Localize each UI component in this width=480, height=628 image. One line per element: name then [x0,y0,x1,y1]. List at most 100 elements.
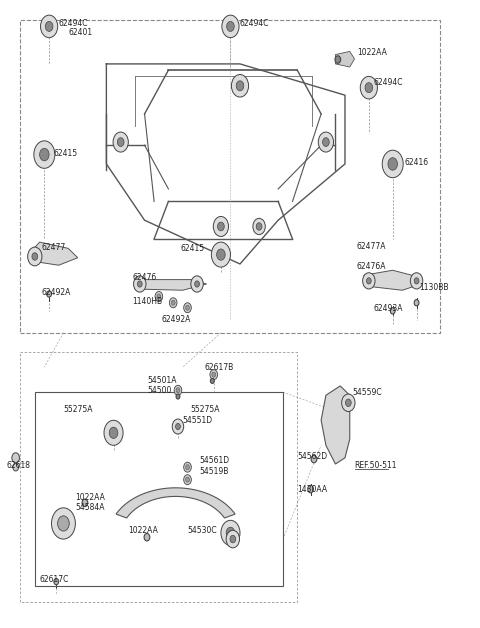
Polygon shape [336,51,355,67]
Circle shape [186,305,190,310]
Circle shape [169,298,177,308]
Circle shape [342,394,355,411]
Text: 62401: 62401 [68,28,92,37]
Circle shape [58,516,69,531]
Circle shape [191,276,203,292]
Text: 62476A: 62476A [357,262,386,271]
Circle shape [366,278,371,284]
Text: 1022AA: 1022AA [75,494,105,502]
Text: 55275A: 55275A [63,404,93,413]
Circle shape [176,394,180,399]
Circle shape [323,138,329,146]
Circle shape [414,278,419,284]
Text: 62416: 62416 [405,158,429,167]
Circle shape [176,387,180,392]
Circle shape [363,273,375,289]
Polygon shape [30,242,78,265]
Text: 62494C: 62494C [59,19,88,28]
Circle shape [217,222,224,231]
Circle shape [12,453,20,463]
Circle shape [174,385,182,395]
Circle shape [137,281,142,287]
Circle shape [54,578,59,585]
Text: 1022AA: 1022AA [128,526,158,536]
Circle shape [155,291,163,301]
Circle shape [211,242,230,267]
Text: 62617C: 62617C [39,575,69,584]
Bar [35,392,283,586]
Polygon shape [364,270,421,290]
Text: 62494C: 62494C [373,78,403,87]
Circle shape [390,308,395,314]
Text: 54559C: 54559C [352,387,382,397]
Polygon shape [321,386,350,464]
Circle shape [226,530,240,548]
Circle shape [13,463,19,471]
Text: 54530C: 54530C [188,526,217,536]
Circle shape [210,370,217,380]
Text: REF.50-511: REF.50-511 [355,461,397,470]
Circle shape [365,83,372,93]
Circle shape [113,132,128,152]
Text: 54584A: 54584A [75,503,105,512]
Circle shape [216,249,225,260]
Circle shape [186,477,190,482]
Circle shape [226,527,235,538]
Circle shape [210,379,214,384]
Circle shape [117,138,124,146]
Circle shape [51,508,75,539]
Circle shape [410,273,423,289]
Circle shape [227,21,234,31]
Text: 1140HB: 1140HB [132,297,163,306]
Circle shape [308,485,313,493]
Polygon shape [116,488,235,518]
Circle shape [388,158,397,170]
Text: 54500: 54500 [147,386,171,395]
Circle shape [231,75,249,97]
Circle shape [253,219,265,235]
Circle shape [414,300,419,306]
Circle shape [382,150,403,178]
Circle shape [45,21,53,31]
Text: 1130BB: 1130BB [419,283,448,292]
Circle shape [82,499,88,507]
Circle shape [335,56,341,63]
Circle shape [28,247,42,266]
Circle shape [360,77,377,99]
Text: 54562D: 54562D [297,452,327,461]
Circle shape [212,372,216,377]
Text: 62618: 62618 [6,462,30,470]
Circle shape [230,535,236,543]
Text: 62476: 62476 [132,273,157,282]
Text: 62415: 62415 [54,149,78,158]
Circle shape [133,276,146,292]
Circle shape [47,291,51,297]
Circle shape [39,148,49,161]
Circle shape [104,420,123,445]
Text: 62617B: 62617B [204,362,233,372]
Text: 62477: 62477 [42,243,66,252]
Text: 55275A: 55275A [190,404,219,413]
Circle shape [222,15,239,38]
Circle shape [236,81,244,91]
Text: 62477A: 62477A [357,242,386,251]
Circle shape [40,15,58,38]
Circle shape [58,516,69,531]
Circle shape [184,475,192,485]
Circle shape [186,465,190,470]
Circle shape [213,217,228,237]
Circle shape [256,223,262,230]
Text: 62492A: 62492A [161,315,191,323]
Text: 62415: 62415 [180,244,204,253]
Text: 1430AA: 1430AA [297,485,327,494]
Circle shape [184,303,192,313]
Text: 62492A: 62492A [42,288,72,296]
Circle shape [109,427,118,438]
Circle shape [171,300,175,305]
Polygon shape [135,279,206,290]
Circle shape [144,533,150,541]
Circle shape [184,462,192,472]
Circle shape [195,281,199,287]
Circle shape [176,423,180,430]
Circle shape [221,521,240,545]
